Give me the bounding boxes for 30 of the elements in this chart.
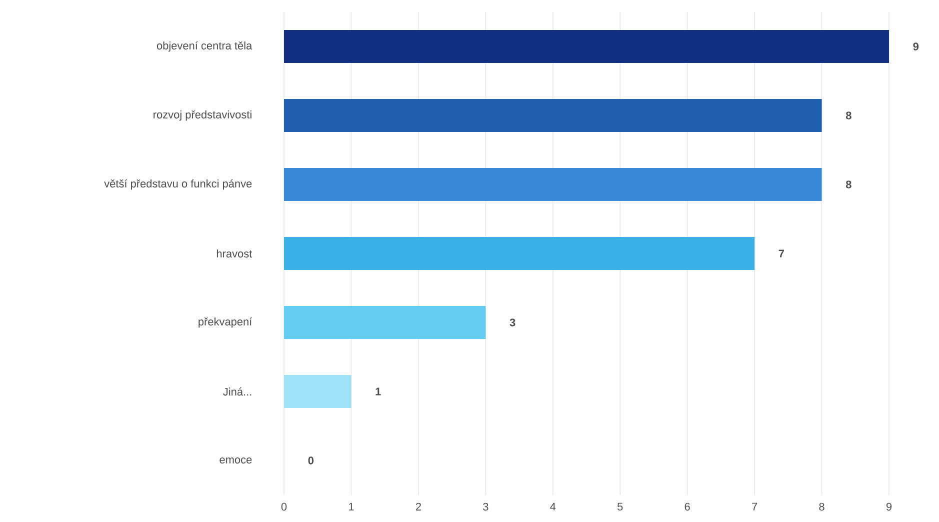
bar: [284, 168, 822, 201]
x-tick-label: 0: [281, 502, 287, 511]
x-tick-label: 5: [617, 502, 623, 510]
data-label: 7: [778, 250, 784, 258]
x-tick-label: 3: [483, 502, 488, 511]
x-tick-label: 4: [550, 502, 556, 510]
x-tick-label: 1: [349, 502, 354, 510]
data-label: 9: [913, 42, 919, 50]
bar: [284, 306, 486, 339]
y-tick-label: překvapení: [198, 317, 252, 328]
bar: [284, 236, 755, 270]
y-tick-label: emoce: [220, 457, 252, 464]
data-label: 3: [510, 318, 516, 326]
x-tick-label: 2: [416, 502, 421, 510]
data-label: 8: [846, 180, 852, 188]
y-tick-label: objevení centra těla: [156, 41, 252, 52]
x-tick-label: 8: [819, 502, 824, 511]
x-tick-label: 9: [886, 502, 892, 511]
y-tick-label: větší představu o funkci pánve: [104, 179, 252, 190]
x-tick-label: 7: [752, 502, 758, 510]
x-tick-label: 6: [684, 502, 690, 511]
data-label: 0: [308, 456, 314, 464]
data-label: 8: [846, 112, 852, 120]
y-tick-label: Jiná...: [223, 387, 252, 396]
y-tick-label: rozvoj představivosti: [154, 110, 252, 121]
bar: [284, 374, 352, 408]
data-label: 1: [376, 388, 381, 396]
bar: [284, 30, 889, 63]
y-tick-label: hravost: [216, 249, 252, 258]
bar: [284, 98, 822, 132]
